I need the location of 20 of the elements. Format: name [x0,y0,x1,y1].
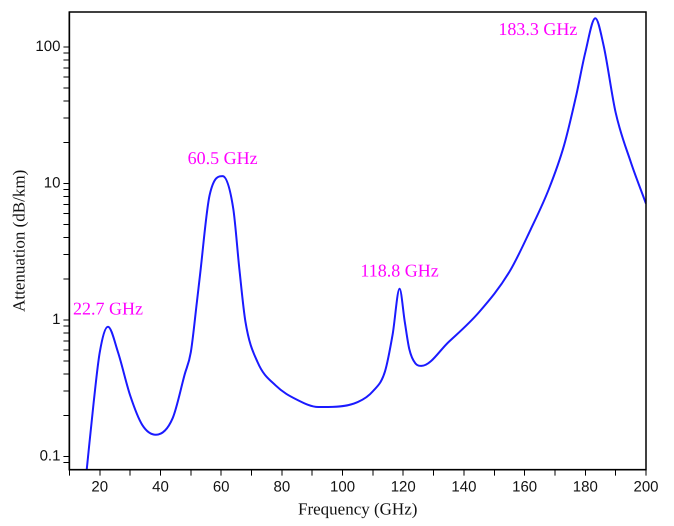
y-tick-label: 10 [44,174,60,192]
annotation: 183.3 GHz [498,18,578,39]
annotation: 60.5 GHz [188,148,258,168]
x-axis-title: Frequency (GHz) [298,499,418,518]
x-tick-label: 180 [572,478,598,496]
annotation: 118.8 GHz [360,260,439,280]
x-tick-label: 120 [390,478,416,496]
y-tick-label: 1 [52,311,60,328]
x-tick-label: 100 [330,478,356,496]
x-tick-label: 200 [633,478,659,496]
x-tick-label: 20 [91,478,108,496]
x-tick-label: 160 [512,478,538,496]
y-tick-label: 100 [35,38,60,55]
y-tick-label: 0.1 [40,448,60,465]
y-axis-title: Attenuation (dB/km) [10,170,29,312]
x-tick-label: 40 [152,478,169,496]
x-tick-label: 80 [274,478,290,496]
x-tick-label: 60 [212,478,230,496]
annotation: 22.7 GHz [72,298,143,319]
x-tick-label: 140 [451,478,476,496]
